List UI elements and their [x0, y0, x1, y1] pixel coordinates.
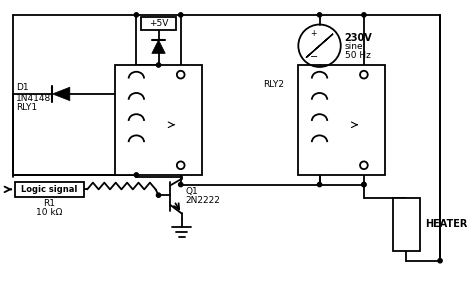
- Text: 2N2222: 2N2222: [185, 197, 220, 206]
- Text: 50 Hz: 50 Hz: [345, 51, 371, 60]
- Text: Logic signal: Logic signal: [21, 185, 78, 194]
- Circle shape: [134, 173, 138, 177]
- Text: RLY1: RLY1: [16, 103, 37, 112]
- Circle shape: [179, 13, 183, 17]
- Polygon shape: [53, 87, 70, 101]
- Bar: [15, 182, 84, 197]
- Circle shape: [438, 259, 442, 263]
- Circle shape: [318, 182, 322, 187]
- Text: sine: sine: [345, 42, 363, 51]
- Text: 230V: 230V: [345, 33, 373, 43]
- Text: 10 kΩ: 10 kΩ: [36, 208, 63, 217]
- Text: +5V: +5V: [149, 19, 168, 28]
- Circle shape: [179, 182, 183, 187]
- Circle shape: [134, 13, 138, 17]
- Circle shape: [362, 13, 366, 17]
- Text: +: +: [310, 29, 317, 38]
- Bar: [141, 17, 176, 30]
- Bar: [393, 198, 420, 251]
- Text: HEATER: HEATER: [425, 219, 467, 229]
- Circle shape: [362, 182, 366, 187]
- Text: 1N4148: 1N4148: [16, 94, 51, 103]
- Circle shape: [362, 182, 366, 187]
- Text: RLY2: RLY2: [264, 80, 284, 89]
- Bar: [115, 65, 202, 175]
- Circle shape: [156, 193, 161, 197]
- Circle shape: [156, 63, 161, 67]
- Circle shape: [318, 13, 322, 17]
- Bar: [298, 65, 385, 175]
- Text: Q1: Q1: [185, 187, 198, 196]
- Text: R1: R1: [44, 199, 55, 208]
- Text: D1: D1: [16, 83, 28, 92]
- Polygon shape: [152, 40, 165, 53]
- Text: −: −: [310, 52, 318, 62]
